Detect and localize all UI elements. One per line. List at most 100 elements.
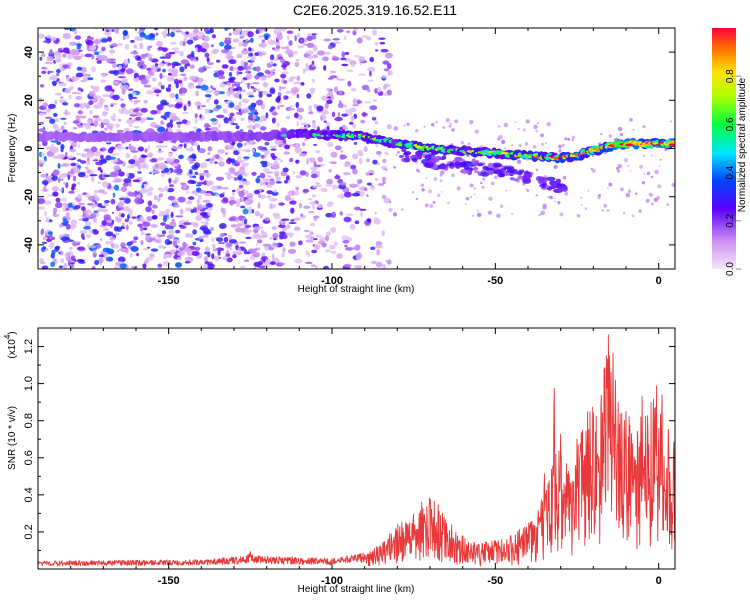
- noise-blob: [337, 29, 344, 33]
- noise-blob: [142, 221, 151, 227]
- noise-blob: [358, 56, 366, 63]
- noise-blob: [285, 115, 291, 120]
- lower-branch-blob: [499, 168, 506, 173]
- colorbar-tick-label: 0.4: [725, 165, 736, 179]
- noise-blob: [252, 233, 261, 240]
- lower-branch-blob: [401, 157, 411, 163]
- noise-blob: [511, 144, 514, 147]
- noise-blob: [451, 173, 456, 178]
- noise-blob: [320, 113, 326, 117]
- noise-blob: [236, 53, 243, 59]
- noise-blob: [160, 99, 168, 106]
- noise-blob: [128, 241, 134, 245]
- noise-blob: [255, 29, 260, 34]
- noise-blob: [331, 56, 340, 61]
- noise-blob: [499, 204, 504, 208]
- noise-blob: [142, 227, 148, 231]
- lower-branch-blob: [460, 168, 470, 174]
- noise-blob: [587, 189, 590, 192]
- noise-blob: [210, 126, 219, 133]
- noise-blob: [99, 154, 104, 160]
- noise-blob: [279, 28, 287, 32]
- noise-blob: [289, 241, 296, 247]
- noise-blob: [243, 248, 248, 255]
- noise-blob: [237, 65, 244, 71]
- noise-blob: [233, 106, 242, 110]
- noise-blob: [230, 167, 236, 174]
- noise-blob: [150, 224, 159, 228]
- noise-blob: [266, 190, 273, 195]
- noise-blob: [377, 183, 385, 186]
- noise-blob: [243, 156, 250, 159]
- noise-blob: [244, 190, 249, 195]
- noise-blob: [102, 73, 106, 78]
- noise-blob: [94, 51, 100, 56]
- noise-blob: [71, 185, 75, 191]
- noise-blob: [224, 44, 232, 50]
- noise-blob: [207, 62, 214, 66]
- noise-blob: [86, 36, 95, 41]
- noise-blob: [183, 76, 188, 82]
- noise-blob: [256, 239, 263, 244]
- noise-blob: [536, 122, 540, 125]
- noise-blob: [372, 260, 377, 265]
- noise-blob: [103, 31, 112, 36]
- noise-blob: [106, 220, 112, 223]
- noise-blob: [204, 127, 211, 131]
- noise-blob: [276, 122, 280, 127]
- lower-branch-blob: [404, 154, 410, 158]
- snr-marks: [38, 334, 675, 567]
- noise-blob: [113, 184, 119, 191]
- noise-blob: [42, 102, 48, 108]
- noise-blob: [280, 58, 286, 64]
- noise-blob: [157, 62, 165, 67]
- noise-blob: [76, 259, 85, 263]
- noise-blob: [382, 180, 386, 185]
- noise-blob: [60, 96, 64, 99]
- noise-blob: [307, 197, 313, 201]
- noise-blob: [124, 218, 129, 223]
- noise-blob: [126, 171, 129, 178]
- noise-blob: [497, 125, 501, 128]
- noise-blob: [275, 181, 282, 184]
- noise-blob: [131, 216, 137, 219]
- noise-blob: [228, 239, 237, 244]
- noise-blob: [42, 236, 47, 241]
- lower-branch-blob: [480, 171, 490, 177]
- noise-blob: [269, 60, 274, 65]
- noise-blob: [393, 165, 397, 169]
- noise-blob: [296, 121, 300, 127]
- noise-blob: [285, 49, 294, 55]
- noise-blob: [190, 50, 195, 58]
- noise-blob: [381, 230, 385, 237]
- noise-blob: [180, 59, 189, 65]
- noise-blob: [557, 201, 561, 205]
- noise-blob: [245, 39, 250, 42]
- noise-blob: [92, 85, 100, 92]
- noise-blob: [591, 168, 596, 173]
- noise-blob: [304, 229, 310, 233]
- noise-blob: [471, 214, 475, 217]
- noise-blob: [231, 83, 235, 87]
- noise-blob: [269, 88, 276, 95]
- noise-blob: [115, 232, 120, 236]
- noise-blob: [200, 204, 207, 208]
- noise-blob: [333, 241, 338, 247]
- noise-blob: [75, 153, 82, 155]
- noise-blob: [265, 74, 272, 79]
- noise-blob: [540, 133, 544, 138]
- noise-blob: [43, 40, 51, 43]
- noise-blob: [187, 100, 191, 107]
- noise-blob: [387, 70, 391, 77]
- noise-blob: [511, 212, 514, 215]
- noise-blob: [386, 153, 389, 156]
- noise-blob: [236, 111, 243, 115]
- noise-blob: [571, 135, 576, 140]
- noise-blob: [163, 167, 170, 173]
- noise-blob: [246, 56, 250, 59]
- noise-blob: [384, 151, 388, 155]
- noise-blob: [252, 152, 261, 158]
- noise-blob: [334, 145, 342, 151]
- noise-blob: [254, 75, 260, 80]
- lower-branch-blob: [492, 162, 502, 168]
